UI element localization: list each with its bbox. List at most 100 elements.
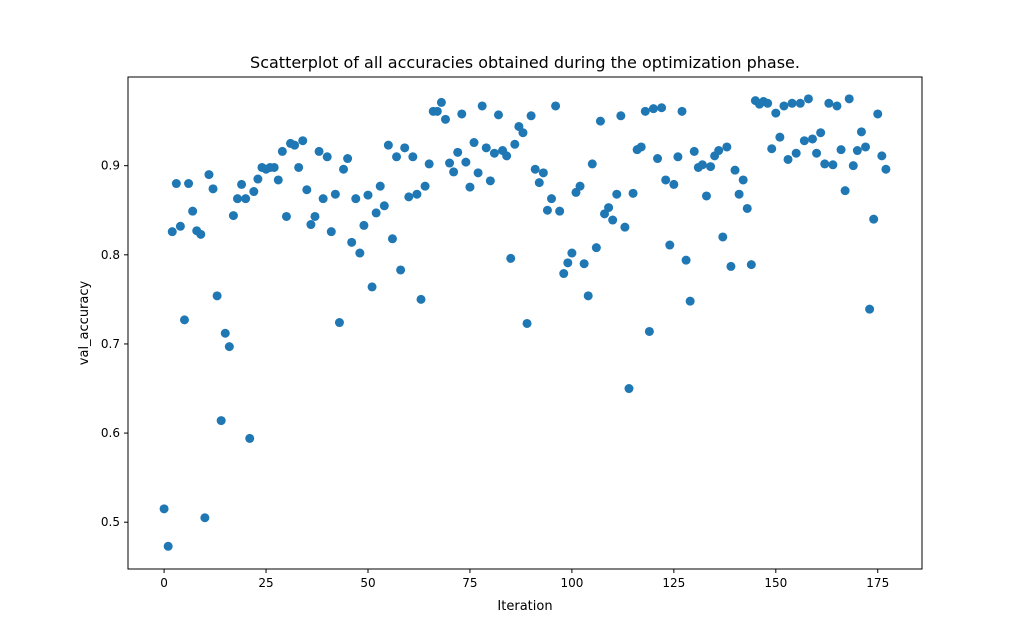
data-point bbox=[595, 116, 605, 126]
data-point bbox=[175, 221, 185, 231]
data-point bbox=[379, 201, 389, 211]
data-point bbox=[579, 259, 589, 269]
data-point bbox=[591, 243, 601, 253]
data-point bbox=[310, 211, 320, 221]
data-point bbox=[449, 167, 459, 177]
data-point bbox=[489, 148, 499, 158]
chart-title: Scatterplot of all accuracies obtained d… bbox=[250, 53, 800, 72]
data-point bbox=[518, 128, 528, 138]
data-point bbox=[375, 181, 385, 191]
data-point bbox=[534, 178, 544, 188]
y-axis-label: val_accuracy bbox=[77, 280, 92, 365]
data-point bbox=[856, 127, 866, 137]
data-point bbox=[224, 342, 234, 352]
data-point bbox=[204, 170, 214, 180]
x-tick-label: 50 bbox=[360, 576, 375, 590]
y-tick-label: 0.9 bbox=[101, 159, 120, 173]
data-point bbox=[575, 181, 585, 191]
data-point bbox=[493, 110, 503, 120]
data-point bbox=[738, 175, 748, 185]
points-layer bbox=[159, 94, 891, 551]
data-point bbox=[836, 145, 846, 155]
data-point bbox=[326, 227, 336, 237]
data-point bbox=[861, 142, 871, 152]
data-point bbox=[563, 258, 573, 268]
data-point bbox=[538, 168, 548, 178]
data-point bbox=[677, 106, 687, 116]
data-point bbox=[820, 159, 830, 169]
data-point bbox=[216, 416, 226, 426]
data-point bbox=[163, 541, 173, 551]
data-point bbox=[302, 185, 312, 195]
data-point bbox=[689, 146, 699, 156]
x-tick-label: 175 bbox=[866, 576, 889, 590]
data-point bbox=[273, 175, 283, 185]
data-point bbox=[457, 109, 467, 119]
data-point bbox=[812, 148, 822, 158]
data-point bbox=[330, 189, 340, 199]
data-point bbox=[587, 159, 597, 169]
data-point bbox=[522, 318, 532, 328]
data-point bbox=[612, 189, 622, 199]
data-point bbox=[795, 98, 805, 108]
data-point bbox=[200, 513, 210, 523]
data-point bbox=[281, 211, 291, 221]
data-point bbox=[848, 161, 858, 171]
data-point bbox=[277, 146, 287, 156]
data-point bbox=[734, 189, 744, 199]
data-point bbox=[636, 142, 646, 152]
data-point bbox=[816, 128, 826, 138]
data-point bbox=[167, 227, 177, 237]
data-point bbox=[339, 164, 349, 174]
x-tick-label: 125 bbox=[662, 576, 685, 590]
data-point bbox=[791, 148, 801, 158]
data-point bbox=[424, 159, 434, 169]
data-point bbox=[245, 433, 255, 443]
data-point bbox=[881, 164, 891, 174]
data-point bbox=[775, 132, 785, 142]
data-point bbox=[722, 142, 732, 152]
data-point bbox=[220, 328, 230, 338]
data-point bbox=[742, 203, 752, 213]
x-tick-label: 150 bbox=[764, 576, 787, 590]
data-point bbox=[714, 146, 724, 156]
data-point bbox=[865, 304, 875, 314]
data-point bbox=[453, 147, 463, 157]
data-point bbox=[648, 104, 658, 114]
data-point bbox=[706, 162, 716, 172]
data-point bbox=[616, 111, 626, 121]
data-point bbox=[416, 294, 426, 304]
data-point bbox=[477, 101, 487, 111]
plot-area-frame bbox=[127, 76, 923, 570]
data-point bbox=[551, 101, 561, 111]
data-point bbox=[547, 194, 557, 204]
data-point bbox=[555, 206, 565, 216]
data-point bbox=[355, 248, 365, 258]
data-point bbox=[644, 326, 654, 336]
data-point bbox=[359, 220, 369, 230]
data-point bbox=[767, 144, 777, 154]
data-point bbox=[440, 114, 450, 124]
data-point bbox=[799, 136, 809, 146]
data-point bbox=[567, 248, 577, 258]
data-point bbox=[184, 179, 194, 189]
data-point bbox=[347, 237, 357, 247]
data-point bbox=[669, 179, 679, 189]
data-point bbox=[718, 232, 728, 242]
data-point bbox=[306, 220, 316, 230]
data-point bbox=[436, 97, 446, 107]
data-point bbox=[803, 94, 813, 104]
data-point bbox=[808, 134, 817, 144]
data-point bbox=[506, 253, 516, 263]
data-point bbox=[290, 140, 300, 150]
data-point bbox=[237, 179, 247, 189]
data-point bbox=[730, 165, 740, 175]
data-point bbox=[620, 222, 630, 232]
data-point bbox=[318, 194, 328, 204]
data-point bbox=[408, 152, 418, 162]
data-point bbox=[392, 152, 402, 162]
data-point bbox=[852, 146, 862, 156]
data-point bbox=[824, 98, 834, 108]
